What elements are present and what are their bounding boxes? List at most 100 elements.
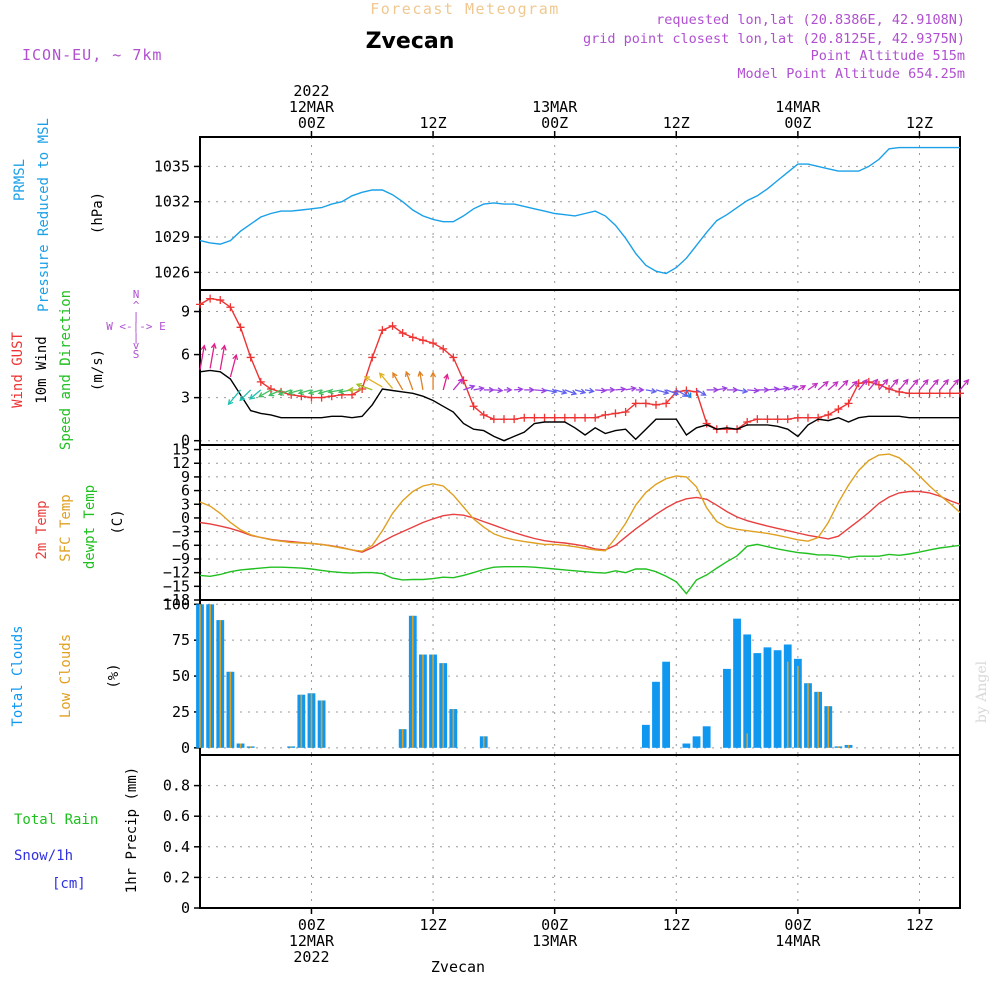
wind-arrow <box>544 389 557 393</box>
panel-4: 0 25 50 75 100 <box>163 595 961 757</box>
panels: 10261029103210350369−18−15−12−9−6−303691… <box>154 136 970 917</box>
total-cloud-bar <box>692 736 701 748</box>
wind-arrow-head <box>541 387 548 394</box>
gust-marker <box>408 333 417 342</box>
wind-arrow <box>898 379 909 391</box>
wind-arrow <box>328 389 342 393</box>
gust-marker <box>236 323 245 332</box>
wind-arrow-head <box>327 388 334 395</box>
gust-line <box>199 297 960 430</box>
time-label-top: 12Z <box>663 114 690 132</box>
gust-marker <box>226 303 235 312</box>
wind-arrow-head <box>239 395 246 402</box>
y-tick-label: 1026 <box>154 263 190 281</box>
wind-arrow-head <box>232 353 239 361</box>
gust-marker <box>560 413 569 422</box>
gust-marker <box>591 413 600 422</box>
time-label-bottom: 12Z <box>420 916 447 934</box>
wind-arrow <box>463 385 475 391</box>
prmsl-label: PRMSL <box>12 159 28 201</box>
wind-arrow-head <box>753 387 760 394</box>
total-cloud-bar <box>753 653 762 748</box>
y-tick-label: 0.4 <box>163 838 190 856</box>
wind-arrow <box>298 389 312 394</box>
wind10m-label: 10m Wind <box>34 336 50 403</box>
y-tick-label: 9 <box>181 303 190 321</box>
y-tick-label: 12 <box>172 454 190 472</box>
y-tick-label: −9 <box>172 550 190 568</box>
total-cloud-bar <box>682 743 691 748</box>
panel-5: 0 0.2 0.4 0.6 0.8 <box>163 754 961 917</box>
low-cloud-bar <box>817 691 819 748</box>
wind-arrow <box>716 387 727 391</box>
gust-marker <box>216 296 225 305</box>
time-label-bottom: 12MAR <box>289 932 335 950</box>
wind-arrow-head <box>227 399 234 406</box>
panel-frame <box>199 754 961 909</box>
y-tick-label: 0.6 <box>163 807 190 825</box>
gust-marker <box>641 399 650 408</box>
wind-arrow <box>199 345 205 370</box>
precip-unit-label: 1hr Precip (mm) <box>124 767 140 893</box>
y-tick-label: 0 <box>181 509 190 527</box>
gust-marker <box>388 321 397 330</box>
wind-unit-label: (m/s) <box>90 349 106 391</box>
wind-arrow <box>767 388 779 391</box>
wind-arrow <box>777 387 789 391</box>
total-cloud-bar <box>743 634 752 748</box>
wind-arrow-head <box>307 389 315 396</box>
wind-arrow <box>318 389 332 394</box>
y-tick-label: 100 <box>163 595 190 613</box>
y-tick-label: 1035 <box>154 157 190 175</box>
low-cloud-bar <box>249 746 252 748</box>
y-tick-label: 6 <box>181 482 190 500</box>
wind-arrow <box>858 379 868 391</box>
wind-arrow <box>574 389 586 394</box>
time-label-bottom: 2022 <box>293 948 329 966</box>
gust-marker <box>206 294 215 303</box>
rain-label: Total Rain <box>14 812 98 828</box>
wind-arrow <box>817 381 829 391</box>
gust-marker <box>378 326 387 335</box>
y-tick-label: −18 <box>163 591 190 609</box>
wind-arrow-head <box>588 387 595 394</box>
wind-arrow <box>939 379 949 391</box>
low-cloud-bar <box>401 729 404 748</box>
wind-arrow <box>419 371 424 391</box>
low-cloud-bar <box>482 736 485 748</box>
wind-arrow-head <box>933 378 939 386</box>
temp2m-label: 2m Temp <box>34 500 50 559</box>
total-cloud-bar <box>763 647 772 748</box>
wind-arrow-head <box>822 380 829 387</box>
gust-marker <box>601 410 610 419</box>
gust-marker <box>844 399 853 408</box>
cloud-unit-label: (%) <box>106 663 122 688</box>
temp2m-line <box>199 490 961 553</box>
low-cloud-bar <box>797 666 799 748</box>
wind-arrow <box>848 381 858 391</box>
pressure-unit-label: (hPa) <box>90 192 106 234</box>
gust-marker <box>915 389 924 398</box>
time-label-bottom: 13MAR <box>532 932 578 950</box>
y-tick-label: 6 <box>181 346 190 364</box>
panel-frame <box>199 136 961 291</box>
wind-arrow-head <box>561 389 568 395</box>
wind-arrow-head <box>287 389 294 396</box>
product-title: Forecast Meteogram <box>370 0 560 18</box>
wind-arrow-head <box>862 378 868 385</box>
wind-arrow-head <box>721 385 729 392</box>
time-label-bottom: 14MAR <box>775 932 821 950</box>
prmsl-desc-label: Pressure Reduced to MSL <box>36 118 52 312</box>
gust-marker <box>945 389 954 398</box>
wind-arrow-head <box>551 388 558 395</box>
low-cloud-bar <box>807 683 809 748</box>
y-tick-label: −12 <box>163 564 190 582</box>
time-label-bottom: 00Z <box>298 916 325 934</box>
wind-arrow-head <box>200 344 207 351</box>
wind-arrow-head <box>783 385 790 392</box>
wind-arrow <box>655 389 669 394</box>
time-label-bottom: 12Z <box>906 916 933 934</box>
gust-marker <box>621 407 630 416</box>
